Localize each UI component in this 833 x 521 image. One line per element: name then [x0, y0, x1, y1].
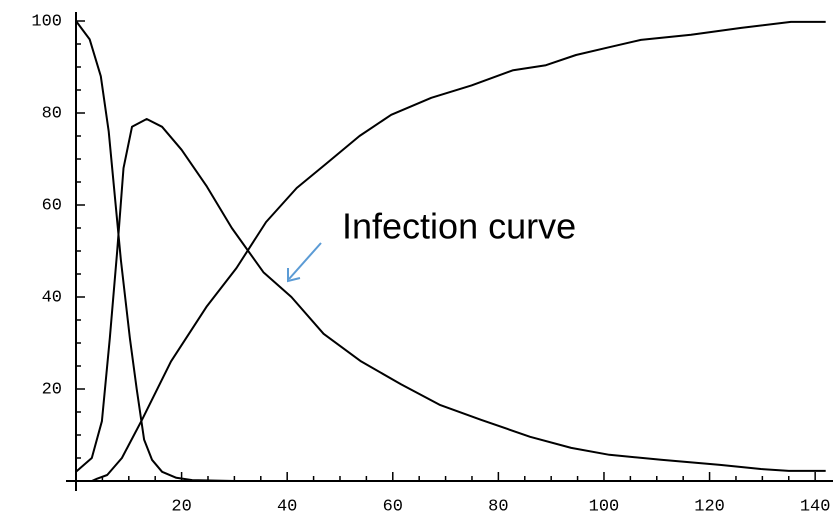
y-tick-label: 60 [42, 196, 62, 215]
line [75, 20, 826, 482]
line [76, 20, 826, 482]
y-tick-label: 40 [42, 288, 62, 307]
y-tick-label: 20 [42, 380, 62, 399]
line [75, 118, 826, 473]
x-tick-label: 40 [277, 497, 297, 516]
x-tick-label: 140 [800, 497, 831, 516]
x-tick-label: 20 [171, 497, 191, 516]
x-tick-label: 60 [383, 497, 403, 516]
x-tick-label: 100 [589, 497, 620, 516]
x-tick-label: 120 [694, 497, 725, 516]
annotation-arrow [287, 242, 322, 283]
x-tick-label: 80 [488, 497, 508, 516]
annotation: Infection curve [342, 206, 576, 247]
y-tick-label: 80 [42, 104, 62, 123]
y-tick-label: 100 [31, 12, 62, 31]
